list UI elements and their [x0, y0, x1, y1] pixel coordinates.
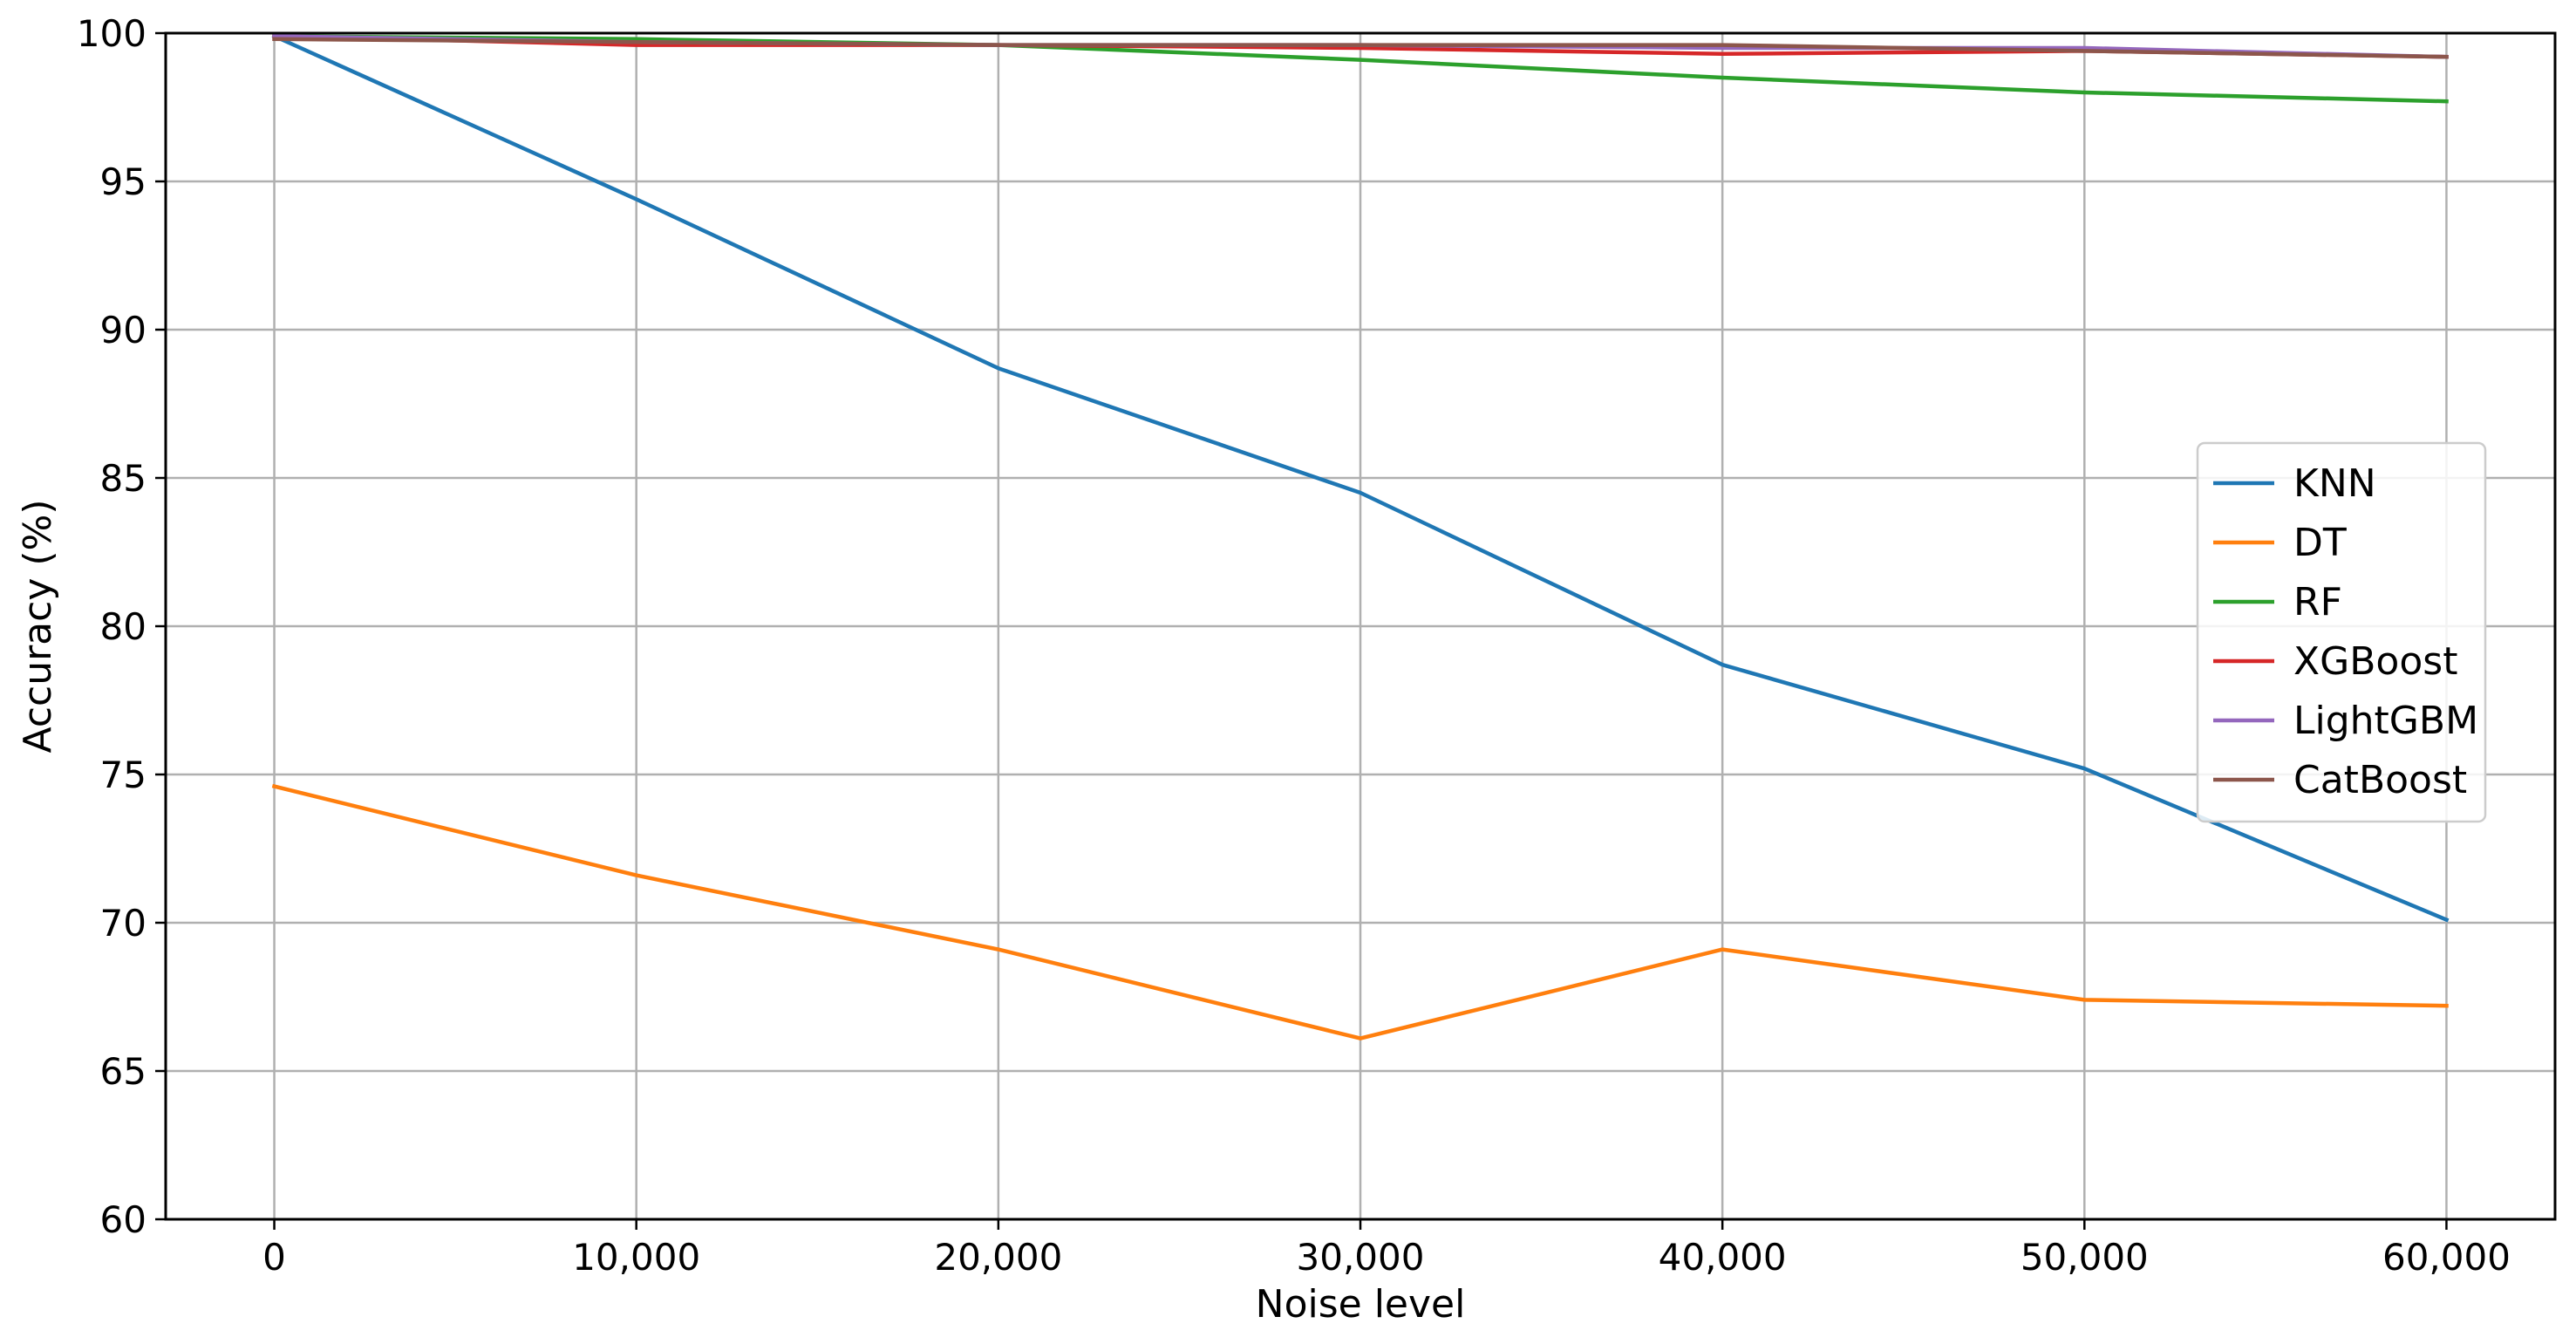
series-line-knn	[271, 33, 2450, 923]
y-tick-label: 65	[100, 1050, 147, 1093]
legend-label: KNN	[2293, 461, 2376, 506]
x-tick-label: 40,000	[1659, 1236, 1787, 1279]
y-tick-label: 100	[77, 12, 147, 55]
legend-label: XGBoost	[2293, 639, 2457, 684]
y-tick-label: 80	[100, 605, 147, 648]
y-axis-title: Accuracy (%)	[16, 499, 60, 753]
y-tick-label: 95	[100, 160, 147, 203]
y-tick-label: 75	[100, 754, 147, 796]
legend: KNN DT RF XGBoost LightGBM CatBoost	[2196, 441, 2487, 823]
grid	[166, 31, 2555, 1221]
y-tick-label: 70	[100, 902, 147, 945]
legend-label: DT	[2293, 521, 2347, 565]
x-axis-title: Noise level	[1256, 1282, 1466, 1327]
y-tick-label: 60	[100, 1198, 147, 1241]
x-tick-label: 60,000	[2382, 1236, 2511, 1279]
legend-box	[2196, 441, 2487, 823]
y-tick-label: 90	[100, 309, 147, 351]
legend-label: LightGBM	[2293, 699, 2478, 743]
x-tick-label: 30,000	[1297, 1236, 1425, 1279]
series-line-catboost	[272, 37, 2449, 59]
series-line-rf	[272, 34, 2449, 104]
x-tick-label: 0	[262, 1236, 286, 1279]
x-tick-label: 20,000	[934, 1236, 1062, 1279]
x-tick-label: 10,000	[572, 1236, 700, 1279]
legend-label: RF	[2293, 580, 2342, 624]
series-line-dt	[271, 783, 2449, 1040]
x-tick-label: 50,000	[2021, 1236, 2149, 1279]
legend-label: CatBoost	[2293, 758, 2467, 802]
series-lines	[271, 33, 2450, 1040]
y-tick-label: 85	[100, 457, 147, 500]
ticks: 0 10,000 20,000 30,000 40,000 50,000 60,000 60 6…	[77, 12, 2511, 1279]
